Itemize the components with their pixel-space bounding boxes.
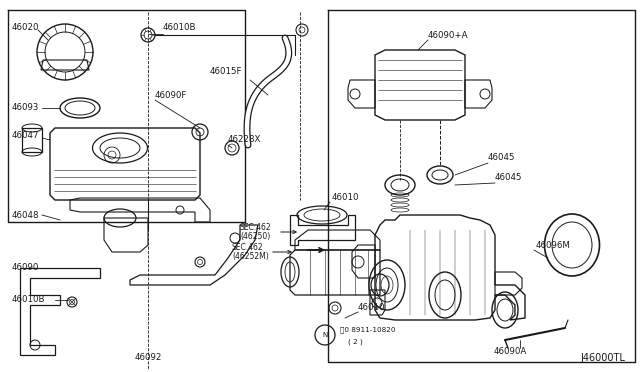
Text: N: N — [323, 332, 328, 338]
Text: SEC.462: SEC.462 — [240, 224, 271, 232]
Text: 46047: 46047 — [12, 131, 40, 140]
Text: 46093: 46093 — [12, 103, 40, 112]
Text: ( 2 ): ( 2 ) — [348, 339, 363, 345]
Text: 46228X: 46228X — [228, 135, 261, 144]
Text: 46090: 46090 — [12, 263, 40, 273]
Text: 46090+A: 46090+A — [428, 31, 468, 39]
Text: (46252M): (46252M) — [232, 253, 269, 262]
Text: 46010: 46010 — [358, 304, 385, 312]
Text: 46090F: 46090F — [155, 90, 188, 99]
Text: 46048: 46048 — [12, 211, 40, 219]
Text: 46045: 46045 — [488, 154, 515, 163]
Text: 46010B: 46010B — [12, 295, 45, 305]
Text: ␐0 8911-10820: ␐0 8911-10820 — [340, 327, 396, 333]
Text: SEC.462: SEC.462 — [232, 244, 264, 253]
Text: 46096M: 46096M — [536, 241, 571, 250]
Text: 46010: 46010 — [332, 193, 360, 202]
Text: 46045: 46045 — [495, 173, 522, 183]
Text: 46010B: 46010B — [163, 23, 196, 32]
Text: 46092: 46092 — [134, 353, 162, 362]
Text: (46250): (46250) — [240, 232, 270, 241]
Text: 46020: 46020 — [12, 23, 40, 32]
Text: 46015F: 46015F — [210, 67, 243, 77]
Text: 46090A: 46090A — [493, 347, 527, 356]
Text: J46000TL: J46000TL — [580, 353, 625, 363]
